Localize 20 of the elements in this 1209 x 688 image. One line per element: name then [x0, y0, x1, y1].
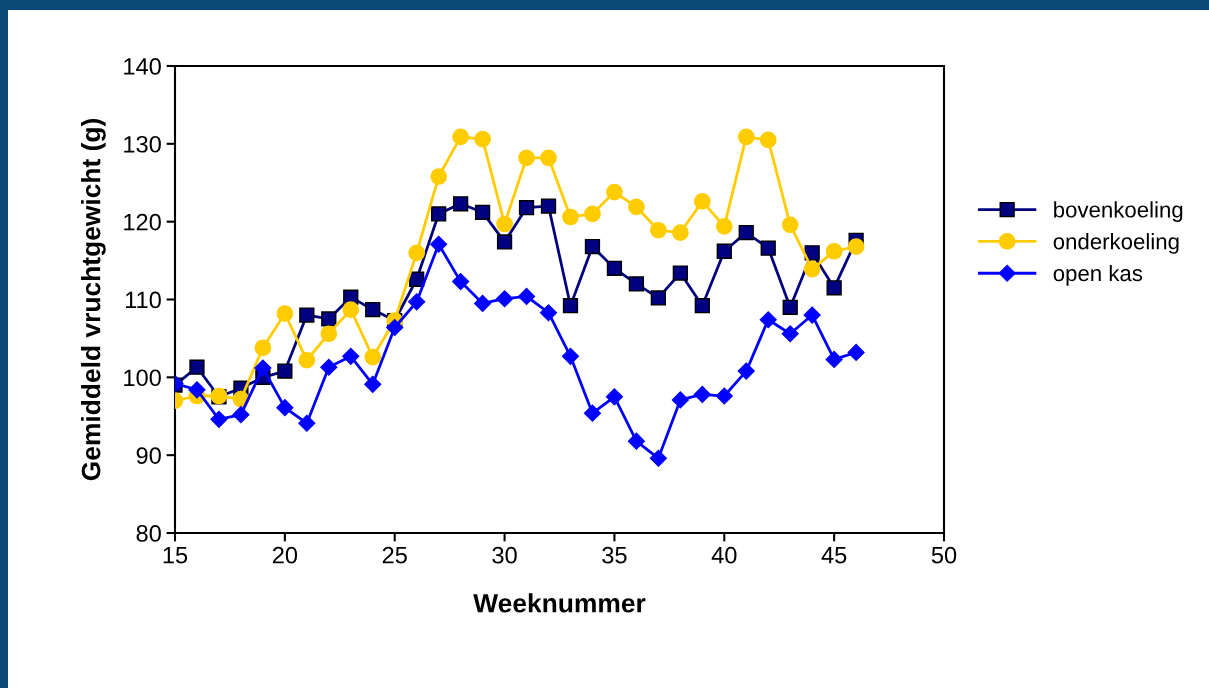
x-axis-title: Weeknummer — [473, 593, 646, 613]
legend-label: onderkoeling — [1053, 233, 1179, 254]
x-tick-label: 20 — [272, 546, 298, 564]
x-tick-label: 25 — [382, 546, 407, 564]
x-tick-label: 45 — [821, 547, 847, 564]
y-tick-label: 100 — [124, 369, 161, 387]
x-tick-label: 50 — [931, 546, 957, 564]
y-tick-label: 130 — [124, 135, 161, 153]
y-tick-label: 140 — [124, 58, 161, 75]
x-tick-label: 35 — [602, 546, 627, 564]
y-tick-label: 80 — [136, 525, 161, 542]
y-axis-title: Gemiddeld vruchtgewicht (g) — [81, 119, 106, 481]
y-tick-label: 120 — [124, 213, 161, 231]
y-tick-label: 90 — [136, 447, 161, 464]
x-tick-label: 15 — [163, 547, 188, 564]
legend-label: open kas — [1053, 264, 1143, 286]
x-tick-label: 40 — [711, 546, 737, 564]
y-tick-label: 110 — [125, 291, 161, 309]
x-tick-label: 30 — [492, 546, 517, 564]
legend-label: bovenkoeling — [1054, 201, 1183, 222]
